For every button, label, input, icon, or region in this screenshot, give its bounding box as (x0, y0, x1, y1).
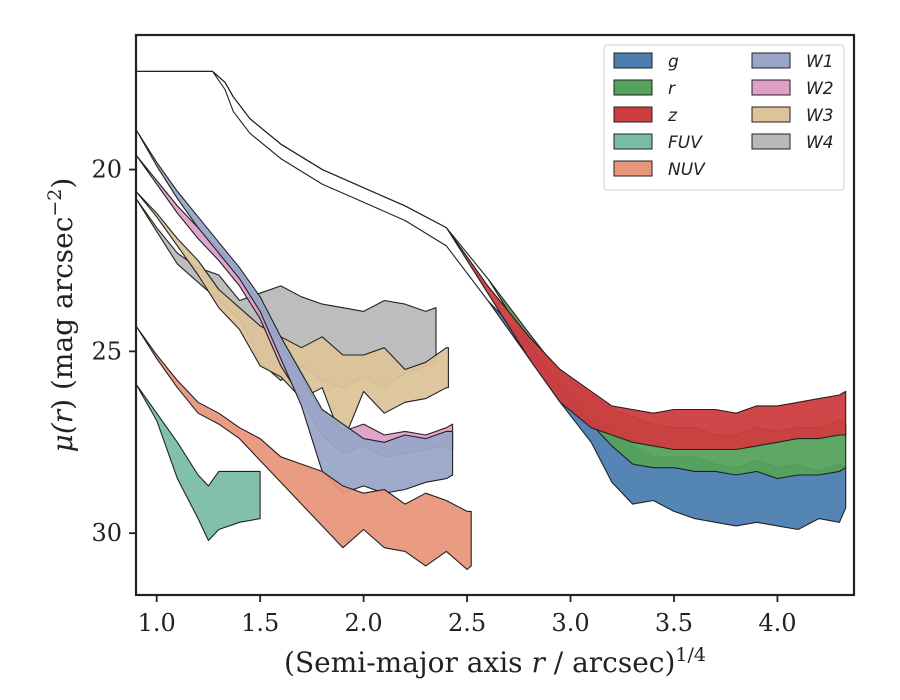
legend-swatch-r (613, 79, 653, 96)
x-tick-label: 1.5 (241, 609, 279, 637)
legend-label-r: r (668, 79, 676, 99)
x-axis-title: (Semi-major axis r / arcsec)1/4 (284, 644, 706, 679)
legend-swatch-fuv (613, 133, 653, 150)
plot-frame (134, 33, 856, 597)
series-layer (136, 70, 847, 571)
legend-label-nuv: NUV (668, 160, 706, 180)
x-tick-label: 3.5 (655, 609, 693, 637)
legend-swatch-z (613, 106, 653, 123)
legend-swatch-w1 (751, 52, 791, 69)
legend-swatch-g (613, 52, 653, 69)
legend-label-g: g (668, 52, 679, 72)
x-tick-label: 4.0 (758, 609, 796, 637)
y-tick-label: 30 (91, 519, 122, 547)
x-tick-label: 3.0 (551, 609, 589, 637)
y-tick-label: 25 (91, 337, 122, 365)
legend-label-z: z (667, 106, 678, 126)
legend: grz FUV NUV W1 W2 W3 W4 (603, 44, 845, 191)
band-nuv (136, 325, 472, 571)
x-tick-label: 2.0 (345, 609, 383, 637)
axis-ticks: 1.0 1.5 2.0 2.5 3.0 3.5 4.0 20 25 30 (91, 156, 796, 637)
band-z (136, 70, 847, 451)
legend-swatch-nuv (613, 160, 653, 177)
band-g (136, 70, 847, 531)
legend-swatch-w3 (751, 106, 791, 123)
y-axis-title: μ(r) (mag arcsec−2) (44, 178, 79, 453)
legend-label-fuv: FUV (668, 133, 703, 153)
y-tick-label: 20 (91, 156, 122, 184)
legend-label-w4: W4 (806, 133, 834, 153)
legend-label-w2: W2 (806, 79, 834, 99)
x-tick-label: 2.5 (448, 609, 486, 637)
legend-swatch-w2 (751, 79, 791, 96)
legend-label-w1: W1 (806, 52, 834, 72)
band-w1 (136, 128, 454, 494)
legend-label-w3: W3 (806, 106, 834, 126)
band-fuv (136, 383, 261, 542)
legend-swatch-w4 (751, 133, 791, 150)
x-tick-label: 1.0 (138, 609, 176, 637)
band-w3 (136, 190, 449, 443)
